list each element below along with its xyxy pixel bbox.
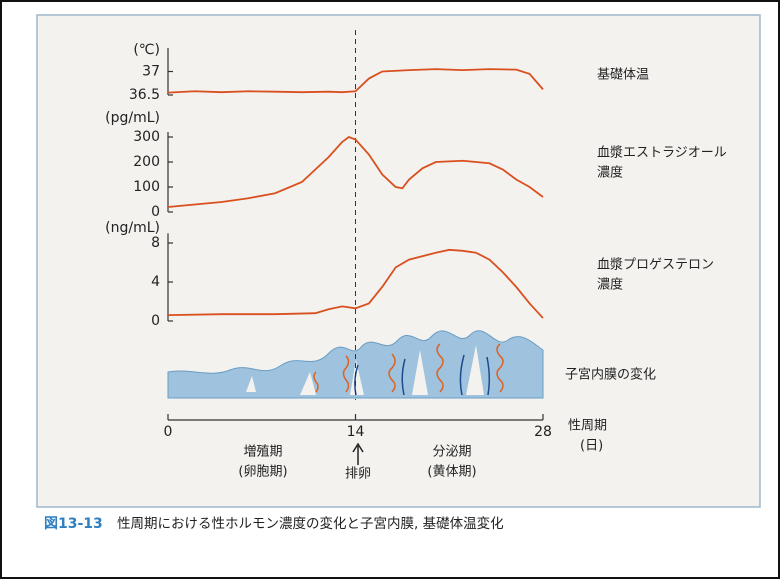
phase-sub: (卵胞期)	[238, 465, 287, 480]
x-tick-label: 14	[347, 424, 365, 440]
caption-text: 性周期における性ホルモン濃度の変化と子宮内膜, 基礎体温変化	[117, 515, 504, 532]
y-axis-unit: (ng/mL)	[105, 220, 160, 236]
y-tick-label: 0	[151, 204, 160, 220]
y-tick-label: 36.5	[129, 87, 160, 103]
x-axis-unit: (日)	[580, 439, 603, 454]
y-tick-label: 300	[133, 129, 160, 145]
ovulation-label: 排卵	[345, 467, 371, 482]
series-label: 血漿プロゲステロン	[597, 258, 714, 273]
endometrium-label: 子宮内膜の変化	[565, 367, 656, 383]
caption-number: 図13-13	[44, 516, 103, 532]
y-tick-label: 200	[133, 154, 160, 170]
x-tick-label: 0	[164, 424, 173, 440]
y-axis-unit: (pg/mL)	[105, 110, 160, 126]
series-label: 濃度	[597, 165, 623, 181]
phase-sub: (黄体期)	[427, 465, 476, 480]
y-tick-label: 100	[133, 179, 160, 195]
series-label: 基礎体温	[597, 68, 649, 83]
y-axis-unit: (℃)	[133, 42, 160, 58]
phase-name: 分泌期	[432, 445, 471, 460]
x-axis-label: 性周期	[568, 419, 607, 434]
page: 子宮内膜の変化 性周期 (日) 増殖期 (卵胞期) 分泌期 (黄体期) 排卵 図…	[0, 0, 780, 579]
y-tick-label: 8	[151, 235, 160, 251]
figure: 子宮内膜の変化 性周期 (日) 増殖期 (卵胞期) 分泌期 (黄体期) 排卵 図…	[0, 0, 780, 579]
phase-name: 増殖期	[243, 444, 282, 460]
series-label: 血漿エストラジオール	[597, 146, 727, 161]
series-label: 濃度	[597, 277, 623, 293]
x-tick-label: 28	[534, 424, 552, 440]
y-tick-label: 4	[151, 274, 160, 290]
y-tick-label: 37	[142, 64, 160, 80]
y-tick-label: 0	[151, 313, 160, 329]
